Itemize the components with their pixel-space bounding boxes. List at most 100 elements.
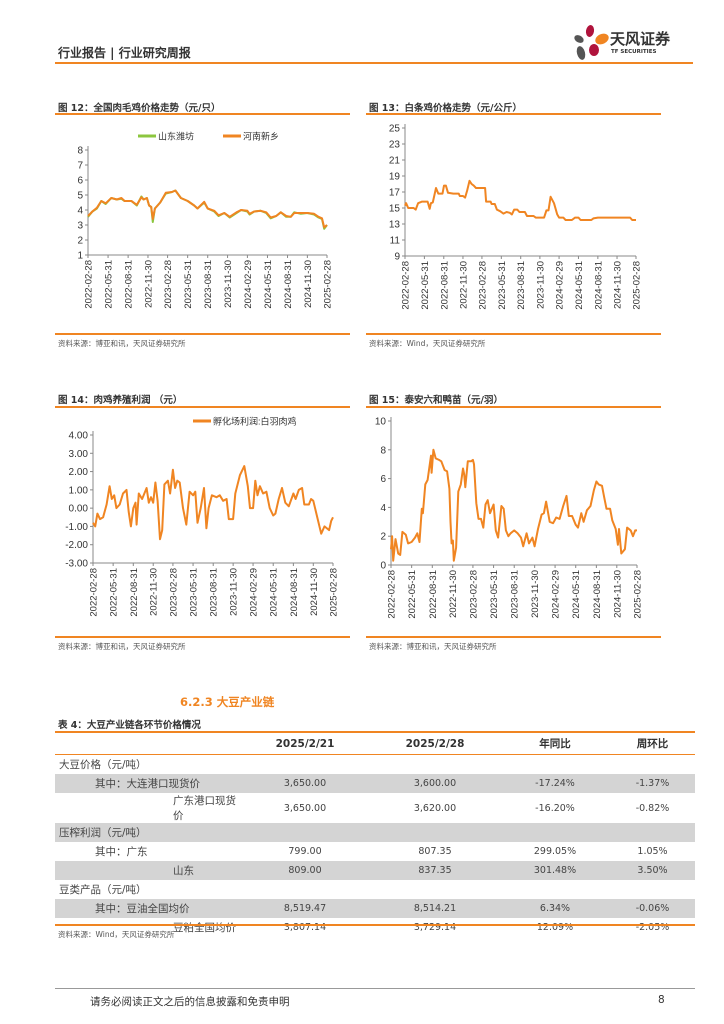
y-tick-label: 8	[77, 146, 83, 157]
footer-divider	[55, 988, 695, 989]
x-tick-label: 2022-05-31	[109, 568, 120, 617]
y-tick-label: -2.00	[65, 540, 88, 551]
logo: 天风证券 TF SECURITIES	[570, 22, 700, 62]
row-label: 其中：大连港口现货价	[55, 774, 240, 793]
x-tick-label: 2022-11-30	[448, 570, 459, 618]
x-tick-label: 2024-05-31	[574, 261, 585, 310]
x-tick-label: 2022-08-31	[428, 570, 439, 619]
divider	[55, 333, 350, 335]
x-tick-label: 2024-05-31	[269, 568, 280, 617]
figure-12-source: 资料来源：博亚和讯，天风证券研究所	[58, 339, 186, 348]
x-tick-label: 2023-02-28	[163, 260, 174, 309]
legend-label: 山东潍坊	[158, 131, 194, 142]
table-cell: 301.48%	[500, 861, 610, 880]
x-tick-label: 2022-05-31	[104, 260, 115, 309]
y-tick-label: 3.00	[69, 449, 89, 460]
y-tick-label: 0	[380, 561, 386, 572]
logo-cn: 天风证券	[610, 30, 671, 48]
row-label: 其中：广东	[95, 846, 148, 858]
table-cell: -0.82%	[635, 802, 670, 814]
table-cell: 3,650.00	[240, 774, 370, 793]
table-cell: 809.00	[240, 861, 370, 880]
x-tick-label: 2022-11-30	[149, 568, 160, 616]
table-row: 其中：豆油全国均价 8,519.47 8,514.21 6.34% -0.06%	[55, 899, 695, 918]
table-row: 豆类产品（元/吨）	[55, 880, 695, 899]
x-tick-label: 2022-02-28	[387, 570, 398, 619]
x-tick-label: 2022-02-28	[401, 261, 412, 310]
x-tick-label: 2023-02-28	[477, 261, 488, 310]
column-header: 2025/2/28	[370, 733, 500, 755]
row-label: 压榨利润（元/吨）	[55, 823, 240, 842]
page-number: 8	[658, 994, 665, 1006]
table-cell: -17.24%	[500, 774, 610, 793]
series-line	[390, 448, 637, 562]
x-tick-label: 2023-08-31	[516, 261, 527, 310]
column-header: 周环比	[610, 733, 695, 755]
x-tick-label: 2022-11-30	[458, 261, 469, 309]
table-cell: 8,514.21	[370, 899, 500, 918]
x-tick-label: 2025-02-28	[329, 568, 340, 617]
table-cell	[370, 880, 500, 899]
x-tick-label: 2025-02-28	[323, 260, 334, 309]
x-tick-label: 2024-02-29	[555, 261, 566, 310]
section-heading: 6.2.3 大豆产业链	[180, 695, 275, 709]
table-cell: 799.00	[288, 846, 322, 857]
x-tick-label: 2023-11-30	[223, 260, 234, 308]
series-line	[87, 189, 328, 230]
y-tick-label: 3	[77, 221, 83, 232]
table-row: 广东港口现货价 3,650.00 3,620.00 -16.20% -0.82%	[55, 793, 695, 823]
x-tick-label: 2023-05-31	[189, 568, 200, 617]
table-cell: -2.05%	[635, 922, 670, 933]
column-header: 2025/2/21	[240, 733, 370, 755]
figure-15-source: 资料来源：博亚和讯，天风证券研究所	[369, 642, 497, 651]
x-tick-label: 2024-11-30	[303, 260, 314, 308]
divider	[55, 113, 350, 115]
table-cell: 1.05%	[637, 846, 668, 857]
header-divider	[55, 62, 693, 64]
table-cell	[240, 755, 370, 775]
x-tick-label: 2024-05-31	[571, 570, 582, 619]
row-label: 其中：豆油全国均价	[55, 899, 240, 918]
x-tick-label: 2025-02-28	[632, 261, 643, 310]
x-tick-label: 2025-02-28	[633, 570, 644, 619]
y-tick-label: 1.00	[69, 485, 89, 496]
table-row: 其中：大连港口现货价 3,650.00 3,600.00 -17.24% -1.37%	[55, 774, 695, 793]
y-tick-label: 2	[77, 236, 83, 247]
x-tick-label: 2022-08-31	[439, 261, 450, 310]
x-tick-label: 2022-05-31	[407, 570, 418, 619]
figure-13-source: 资料来源：Wind，天风证券研究所	[369, 339, 486, 348]
x-tick-label: 2023-08-31	[203, 260, 214, 309]
y-tick-label: 23	[389, 140, 401, 151]
table-cell: 3,650.00	[283, 802, 327, 814]
table-cell: 12.09%	[536, 922, 574, 933]
column-header	[55, 733, 240, 755]
chart-figure-12: 1 2 3 4 5 6 7 8 2022-02-28 2022-05-31 2022-08-31 20…	[77, 131, 334, 309]
x-tick-label: 2022-05-31	[420, 261, 431, 310]
divider	[55, 731, 695, 733]
series-line	[92, 465, 334, 541]
y-tick-label: 11	[390, 236, 401, 247]
x-tick-label: 2024-08-31	[283, 260, 294, 309]
table-header-row: 2025/2/21 2025/2/28 年同比 周环比	[55, 733, 695, 755]
y-tick-label: 19	[389, 172, 401, 183]
x-tick-label: 2023-08-31	[209, 568, 220, 617]
x-tick-label: 2022-08-31	[124, 260, 135, 309]
chart-figure-13: 9 11 13 15 17 19 21 23 25 2022-02-28 2022-05-31 202…	[389, 124, 643, 310]
table-cell	[610, 755, 695, 775]
table-cell	[240, 880, 370, 899]
table-cell: 299.05%	[533, 846, 577, 857]
y-tick-label: 4	[77, 206, 83, 217]
divider	[366, 636, 661, 638]
y-tick-label: 17	[389, 188, 401, 199]
table-cell	[370, 755, 500, 775]
table-cell: 3,807.14	[283, 922, 327, 933]
divider	[366, 333, 661, 335]
figure-14-title: 图 14：肉鸡养殖利润 （元）	[58, 395, 183, 406]
table-cell: 837.35	[370, 861, 500, 880]
table-cell: 807.35	[418, 846, 452, 857]
y-tick-label: -3.00	[65, 559, 88, 570]
x-tick-label: 2023-02-28	[168, 568, 179, 617]
figure-13-title: 图 13：白条鸡价格走势（元/公斤）	[369, 103, 522, 114]
x-tick-label: 2022-02-28	[84, 260, 95, 309]
